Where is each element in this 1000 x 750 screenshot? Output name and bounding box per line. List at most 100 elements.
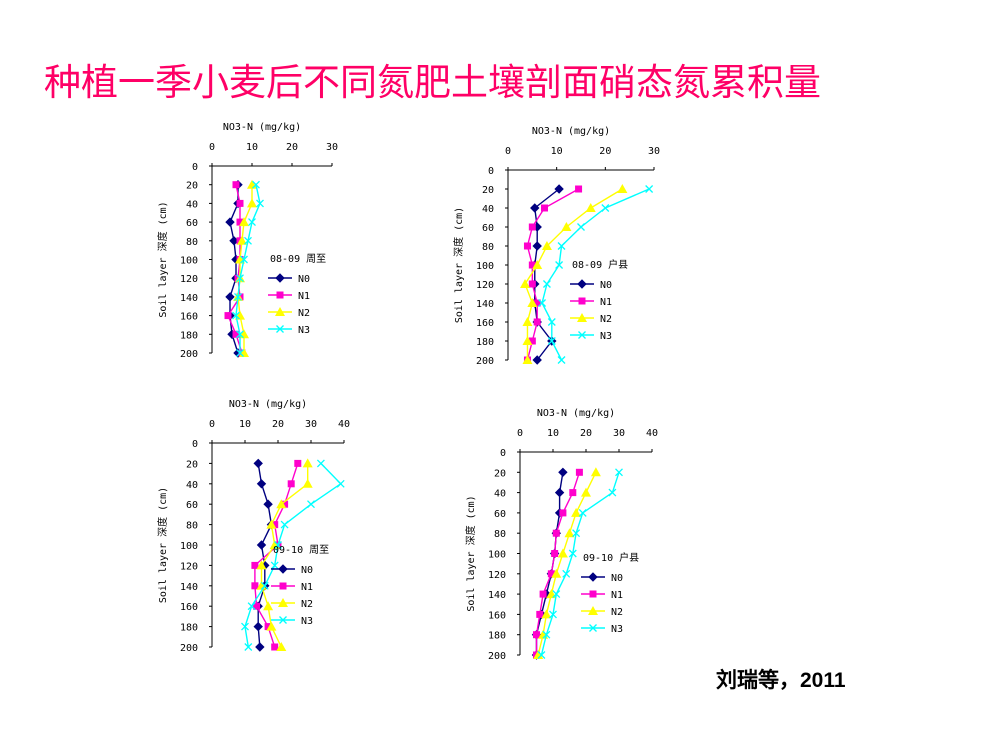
series-n2 xyxy=(520,184,628,364)
y-tick-label: 20 xyxy=(186,181,198,192)
data-point xyxy=(549,610,557,619)
series-line xyxy=(526,188,579,361)
data-point xyxy=(571,507,582,517)
data-point xyxy=(271,521,279,529)
data-point xyxy=(617,184,628,193)
legend-label: N2 xyxy=(600,314,612,325)
legend-label: N3 xyxy=(611,624,623,635)
chart-bottom-left: NO3-N (mg/kg) Soil layer 深度 (cm) 0 10 20 30 40… xyxy=(140,398,380,662)
y-tick-label: 100 xyxy=(180,256,198,267)
data-point xyxy=(276,642,287,651)
legend-title: 09-10 周至 xyxy=(273,544,329,556)
y-tick-label: 40 xyxy=(482,204,494,215)
data-point xyxy=(532,241,542,251)
series-n3 xyxy=(538,185,654,364)
data-point xyxy=(530,203,540,213)
legend-item-n1: N1 xyxy=(268,291,310,302)
data-point xyxy=(236,330,244,339)
x-axis-label: NO3-N (mg/kg) xyxy=(537,408,615,419)
legend-label: N2 xyxy=(301,599,313,610)
data-point xyxy=(533,650,544,659)
data-point xyxy=(538,299,547,307)
data-point xyxy=(577,223,585,231)
series-n3 xyxy=(537,468,623,659)
y-tick-label: 80 xyxy=(482,242,494,253)
data-point xyxy=(562,569,571,578)
data-point xyxy=(279,582,287,590)
data-point xyxy=(260,581,269,590)
data-point xyxy=(601,204,610,212)
y-tick-label: 60 xyxy=(186,218,198,229)
legend-item-n1: N1 xyxy=(271,582,313,593)
legend-item-n3: N3 xyxy=(271,616,313,627)
legend-label: N1 xyxy=(611,590,623,601)
data-point xyxy=(542,280,551,288)
data-point xyxy=(585,203,596,212)
legend-title: 08-09 户县 xyxy=(572,258,628,271)
data-point xyxy=(547,570,555,578)
data-point xyxy=(520,279,531,288)
x-tick-label: 20 xyxy=(580,428,592,439)
y-tick-label: 0 xyxy=(500,448,506,459)
data-point xyxy=(266,621,277,631)
y-tick-label: 140 xyxy=(180,293,198,304)
data-point xyxy=(278,598,288,607)
data-point xyxy=(236,199,244,207)
legend-label: N2 xyxy=(298,308,310,319)
data-point xyxy=(577,313,587,322)
data-point xyxy=(533,299,541,307)
data-point xyxy=(287,480,295,488)
data-point xyxy=(590,467,601,477)
data-point xyxy=(522,355,533,364)
data-point xyxy=(589,590,597,598)
legend-label: N0 xyxy=(600,280,612,291)
data-point xyxy=(248,218,256,227)
x-tick-label: 30 xyxy=(648,146,660,157)
legend-label: N0 xyxy=(301,565,313,576)
data-point xyxy=(239,217,249,227)
legend-label: N0 xyxy=(298,274,310,285)
series-n3 xyxy=(241,459,345,651)
x-tick-label: 40 xyxy=(338,419,350,430)
y-tick-label: 60 xyxy=(482,223,494,234)
data-point xyxy=(532,260,543,269)
data-point xyxy=(247,198,257,208)
legend-label: N3 xyxy=(298,325,310,336)
y-tick-label: 120 xyxy=(488,570,506,581)
data-point xyxy=(244,643,253,651)
data-point xyxy=(522,336,533,345)
legend-item-n3: N3 xyxy=(570,331,612,342)
data-point xyxy=(539,590,547,598)
chart-bottom-right: NO3-N (mg/kg) Soil layer 深度 (cm) 0 10 20 30 40… xyxy=(464,405,705,669)
data-point xyxy=(253,458,263,469)
data-point xyxy=(236,349,244,357)
data-point xyxy=(252,180,260,189)
data-point xyxy=(561,222,572,231)
data-point xyxy=(569,489,577,497)
data-point xyxy=(557,548,568,558)
data-point xyxy=(557,356,566,364)
y-tick-label: 80 xyxy=(186,237,198,248)
data-point xyxy=(588,606,598,615)
data-point xyxy=(263,601,274,611)
x-tick-label: 10 xyxy=(551,146,563,157)
y-tick-label: 200 xyxy=(180,643,198,654)
y-tick-label: 0 xyxy=(192,162,198,173)
chart-svg: NO3-N (mg/kg) Soil layer 深度 (cm) 0 10 20 30 0 2… xyxy=(452,126,660,367)
data-point xyxy=(240,255,248,264)
legend: 08-09 户县 N0 N1 N2 N3 xyxy=(570,258,628,342)
y-tick-label: 20 xyxy=(186,459,198,470)
y-tick-label: 40 xyxy=(186,199,198,210)
data-point xyxy=(541,204,548,212)
y-tick-label: 100 xyxy=(180,541,198,552)
y-tick-label: 40 xyxy=(186,480,198,491)
citation: 刘瑞等，2011 xyxy=(716,669,846,692)
y-tick-label: 20 xyxy=(482,185,494,196)
data-point xyxy=(294,459,302,467)
y-tick-label: 80 xyxy=(186,521,198,532)
y-tick-label: 20 xyxy=(494,468,506,479)
x-tick-label: 0 xyxy=(517,428,523,439)
x-tick-label: 10 xyxy=(547,428,559,439)
y-tick-label: 160 xyxy=(180,602,198,613)
data-point xyxy=(247,602,256,611)
